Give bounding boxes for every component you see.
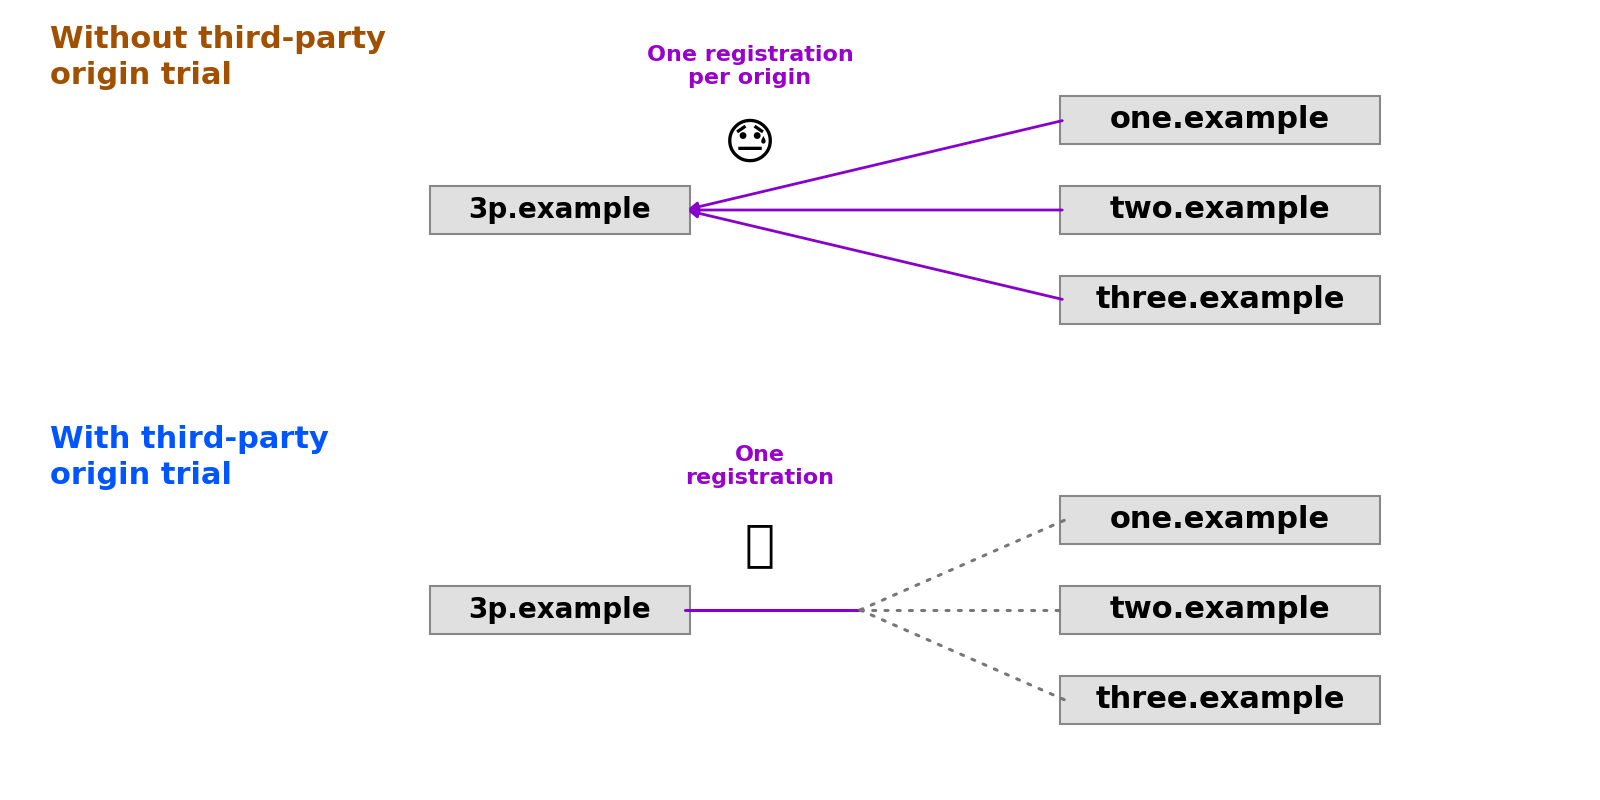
Text: 🙂: 🙂	[746, 521, 774, 569]
Text: With third-party
origin trial: With third-party origin trial	[50, 425, 330, 490]
Text: 3p.example: 3p.example	[469, 596, 651, 624]
FancyBboxPatch shape	[1059, 496, 1379, 544]
FancyBboxPatch shape	[1059, 586, 1379, 634]
FancyBboxPatch shape	[1059, 186, 1379, 234]
Text: three.example: three.example	[1096, 686, 1344, 714]
FancyBboxPatch shape	[1059, 276, 1379, 324]
Text: two.example: two.example	[1110, 595, 1330, 625]
Text: three.example: three.example	[1096, 286, 1344, 314]
FancyBboxPatch shape	[1059, 676, 1379, 724]
Text: One
registration: One registration	[685, 445, 835, 488]
Text: 3p.example: 3p.example	[469, 196, 651, 224]
Text: 😓: 😓	[723, 121, 776, 169]
FancyBboxPatch shape	[430, 586, 690, 634]
FancyBboxPatch shape	[430, 186, 690, 234]
Text: One registration
per origin: One registration per origin	[646, 45, 853, 88]
Text: one.example: one.example	[1110, 106, 1330, 134]
Text: Without third-party
origin trial: Without third-party origin trial	[50, 25, 386, 90]
FancyBboxPatch shape	[1059, 96, 1379, 144]
Text: two.example: two.example	[1110, 195, 1330, 225]
Text: one.example: one.example	[1110, 506, 1330, 534]
